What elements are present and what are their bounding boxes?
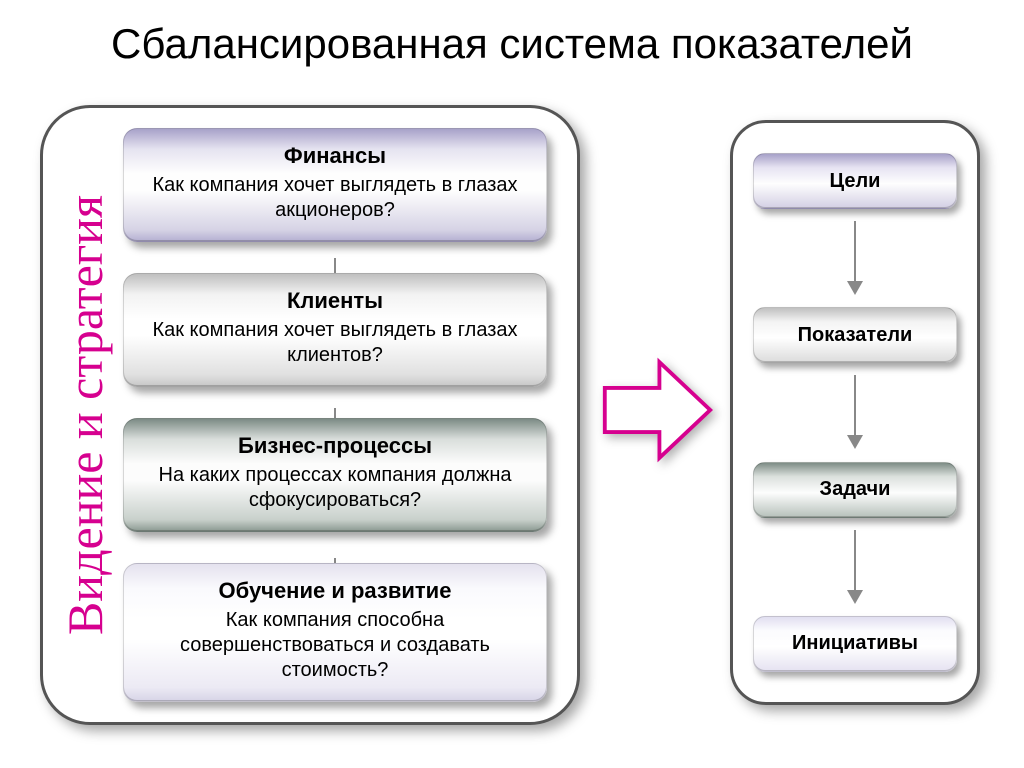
perspectives-list: Финансы Как компания хочет выглядеть в г…	[123, 128, 547, 702]
down-arrow-icon	[844, 530, 866, 604]
down-arrow-icon	[844, 375, 866, 449]
pill-label: Показатели	[798, 324, 913, 347]
perspective-card-finance: Финансы Как компания хочет выглядеть в г…	[123, 128, 547, 242]
outputs-list: Цели Показатели Задачи Инициативы	[753, 153, 957, 672]
card-heading: Обучение и развитие	[144, 578, 526, 604]
pill-goals: Цели	[753, 153, 957, 209]
sidebar-label: Видение и стратегия	[56, 195, 114, 635]
pill-tasks: Задачи	[753, 462, 957, 518]
perspectives-panel: Видение и стратегия Финансы Как компания…	[40, 105, 580, 725]
sidebar-label-container: Видение и стратегия	[55, 138, 115, 692]
card-desc: Как компания хочет выглядеть в глазах кл…	[144, 318, 526, 368]
pill-label: Цели	[830, 170, 881, 193]
card-heading: Клиенты	[144, 288, 526, 314]
big-arrow-icon	[600, 355, 715, 465]
page: Сбалансированная система показателей Вид…	[0, 0, 1024, 768]
pill-label: Задачи	[820, 478, 891, 501]
card-heading: Финансы	[144, 143, 526, 169]
pill-initiatives: Инициативы	[753, 616, 957, 672]
perspective-card-learning: Обучение и развитие Как компания способн…	[123, 563, 547, 702]
page-title: Сбалансированная система показателей	[0, 20, 1024, 68]
card-desc: На каких процессах компания должна сфоку…	[144, 463, 526, 513]
pill-label: Инициативы	[792, 632, 918, 655]
card-desc: Как компания способна совершенствоваться…	[144, 608, 526, 683]
card-desc: Как компания хочет выглядеть в глазах ак…	[144, 173, 526, 223]
card-heading: Бизнес-процессы	[144, 433, 526, 459]
outputs-panel: Цели Показатели Задачи Инициативы	[730, 120, 980, 705]
pill-indicators: Показатели	[753, 307, 957, 363]
down-arrow-icon	[844, 221, 866, 295]
perspective-card-clients: Клиенты Как компания хочет выглядеть в г…	[123, 273, 547, 387]
perspective-card-processes: Бизнес-процессы На каких процессах компа…	[123, 418, 547, 532]
